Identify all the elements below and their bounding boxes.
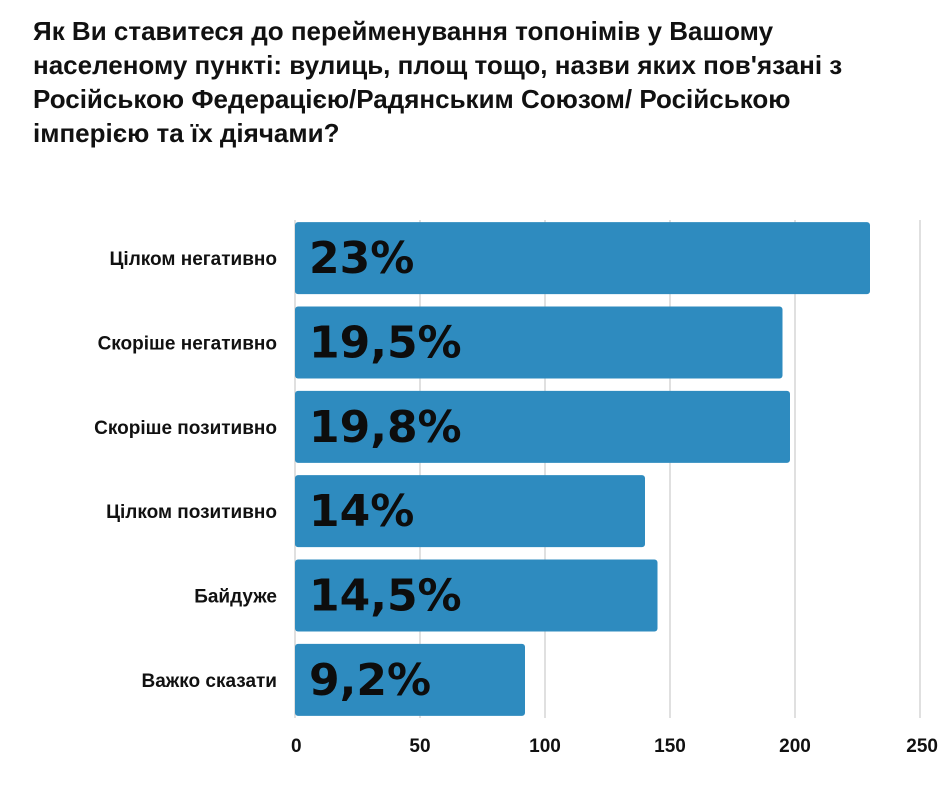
bar bbox=[295, 643, 525, 716]
bar bbox=[295, 559, 658, 632]
x-tick-label: 150 bbox=[654, 736, 686, 757]
bar bbox=[295, 306, 783, 379]
data-label: 19,5% bbox=[309, 318, 462, 369]
category-label: Скоріше негативно bbox=[98, 334, 277, 355]
data-label: 14,5% bbox=[309, 571, 462, 622]
bars bbox=[295, 222, 870, 716]
bar bbox=[295, 475, 645, 548]
data-label: 9,2% bbox=[309, 655, 431, 706]
data-label: 23% bbox=[309, 233, 414, 284]
category-label: Байдуже bbox=[194, 587, 277, 608]
bar bbox=[295, 390, 790, 463]
x-tick-label: 100 bbox=[529, 736, 561, 757]
x-tick-label: 250 bbox=[906, 736, 938, 757]
data-label: 14% bbox=[309, 486, 414, 537]
x-tick-label: 200 bbox=[779, 736, 811, 757]
chart-title: Як Ви ставитеся до перейменування топоні… bbox=[33, 16, 843, 148]
category-label: Цілком негативно bbox=[110, 249, 277, 270]
category-label: Цілком позитивно bbox=[106, 502, 277, 523]
category-label: Скоріше позитивно bbox=[94, 418, 277, 439]
x-axis-ticks: 0 50 100 150 200 250 bbox=[291, 736, 938, 757]
category-labels: Цілком негативно Скоріше негативно Скоріше… bbox=[94, 249, 277, 692]
gridlines bbox=[294, 220, 921, 718]
category-label: Важко сказати bbox=[141, 671, 277, 692]
data-label: 19,8% bbox=[309, 402, 462, 453]
data-labels: 23% 19,5% 19,8% 14% 14,5% 9,2% bbox=[309, 233, 462, 706]
bar bbox=[295, 222, 870, 295]
x-tick-label: 50 bbox=[409, 736, 430, 757]
x-tick-label: 0 bbox=[291, 736, 302, 757]
